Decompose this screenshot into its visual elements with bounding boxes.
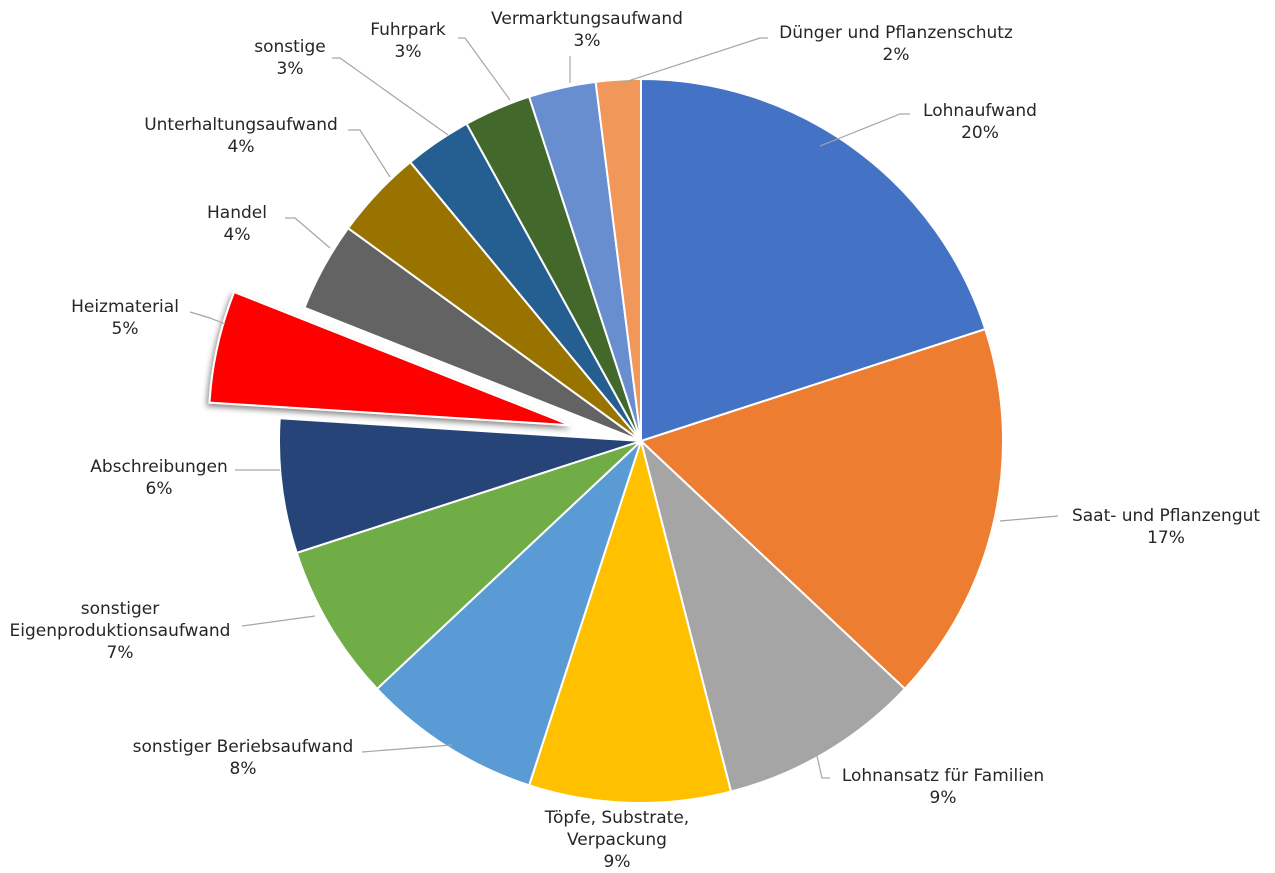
leader-line <box>812 737 830 779</box>
pie-slice-töpfe-substrate-verpackung <box>527 437 733 804</box>
leader-line <box>285 217 331 249</box>
slice-label: Lohnansatz für Familien <box>842 766 1044 786</box>
slice-label: Töpfe, Substrate, <box>544 808 689 828</box>
slice-value-label: 6% <box>146 479 173 499</box>
pie-slice-saat-und-pflanzengut <box>639 327 1004 691</box>
pie-slice-lohnaufwand <box>640 77 987 443</box>
slice-label: sonstiger <box>81 599 160 619</box>
slice-value-label: 4% <box>228 137 255 157</box>
leader-lines <box>189 37 1059 779</box>
slice-label: Unterhaltungsaufwand <box>144 115 338 135</box>
slice-value-label: 4% <box>224 225 251 245</box>
slice-value-label: 3% <box>277 59 304 79</box>
slice-value-label: 9% <box>604 852 631 872</box>
slice-value-label: 20% <box>961 123 999 143</box>
leader-line <box>621 37 768 84</box>
slice-label: Heizmaterial <box>71 297 179 317</box>
pie-slice-sonstiger-beriebsaufwand <box>375 440 642 787</box>
slice-value-label: 5% <box>112 319 139 339</box>
leader-line <box>189 311 226 325</box>
slice-label: Eigenproduktionsaufwand <box>10 621 231 641</box>
pie-slice-lohnansatz-für-familien <box>639 437 907 793</box>
pie-slice-sonstiger-eigenproduktionsaufwand <box>295 440 642 691</box>
slice-label: Saat- und Pflanzengut <box>1072 506 1260 526</box>
slice-value-label: 8% <box>230 759 257 779</box>
leader-line <box>458 37 511 101</box>
pie-slice-heizmaterial <box>208 290 572 427</box>
slice-label: Verpackung <box>567 830 667 850</box>
pie-slices <box>208 77 1004 804</box>
leader-line <box>361 744 453 753</box>
slice-label: Dünger und Pflanzenschutz <box>779 23 1013 43</box>
slice-label: Lohnaufwand <box>923 101 1037 121</box>
leader-line <box>348 129 391 178</box>
slice-label: Fuhrpark <box>370 20 446 40</box>
leader-line <box>819 113 910 147</box>
slice-label: Abschreibungen <box>90 457 228 477</box>
leader-line <box>999 515 1059 522</box>
slice-value-label: 3% <box>395 42 422 62</box>
pie-slice-dünger-und-pflanzenschutz <box>594 77 642 442</box>
slice-value-label: 2% <box>883 45 910 65</box>
slice-value-label: 7% <box>107 643 134 663</box>
slice-value-label: 9% <box>930 788 957 808</box>
slice-value-label: 3% <box>574 31 601 51</box>
slice-value-label: 17% <box>1147 528 1185 548</box>
slice-label: sonstiger Beriebsaufwand <box>133 737 354 757</box>
pie-slice-abschreibungen <box>278 417 642 555</box>
leader-line <box>241 615 316 627</box>
leader-line <box>332 57 449 136</box>
slice-label: sonstige <box>254 37 326 57</box>
slice-label: Handel <box>207 203 267 223</box>
slice-label: Vermarktungsaufwand <box>491 9 683 29</box>
